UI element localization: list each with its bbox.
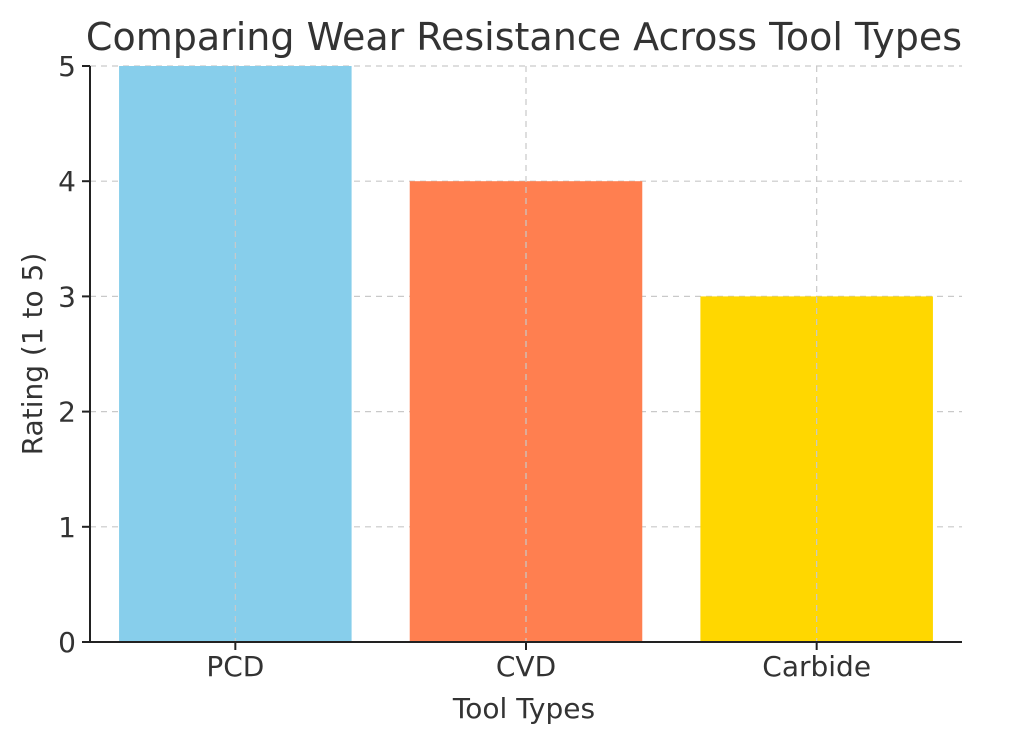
x-tick-label-pcd: PCD [206,650,264,683]
bars [119,66,933,642]
y-tick-label-1: 1 [58,511,76,544]
y-tick-label-2: 2 [58,396,76,429]
y-tick-label-0: 0 [58,626,76,659]
x-tick-label-cvd: CVD [496,650,556,683]
y-tick-label-3: 3 [58,280,76,313]
bar-carbide [700,296,933,642]
x-ticks: PCD CVD Carbide [206,642,871,683]
y-ticks: 0 1 2 3 4 5 [58,50,90,659]
x-axis-label: Tool Types [452,692,595,725]
x-tick-label-carbide: Carbide [762,650,871,683]
chart-title: Comparing Wear Resistance Across Tool Ty… [86,15,962,59]
y-tick-label-5: 5 [58,50,76,83]
y-tick-label-4: 4 [58,165,76,198]
y-axis-label: Rating (1 to 5) [16,253,49,456]
